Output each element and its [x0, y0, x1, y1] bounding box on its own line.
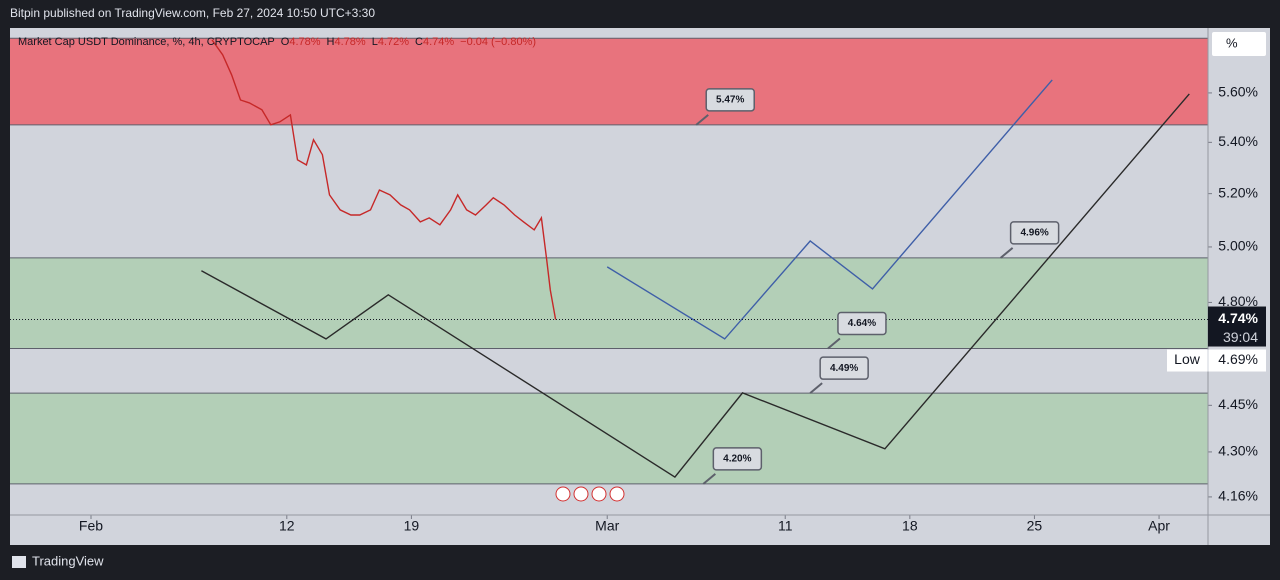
zone — [10, 257, 1208, 349]
annotation-pointer — [695, 114, 709, 126]
ohlc-key: L — [372, 36, 378, 48]
annotation-pointer — [702, 473, 716, 485]
annotation-label: 4.20% — [723, 454, 751, 465]
zone — [10, 393, 1208, 484]
annotation-pointer — [827, 337, 841, 350]
annotation: 4.96% — [999, 221, 1060, 259]
annotation: 5.47% — [695, 88, 755, 126]
annotation: 4.20% — [702, 447, 763, 485]
legend-change: −0.04 (−0.80%) — [460, 36, 536, 48]
ohlc-value: 4.78% — [289, 36, 320, 48]
event-icons — [555, 486, 625, 502]
x-tick-label: 12 — [279, 518, 295, 534]
annotation-pointer — [809, 382, 823, 394]
annotation: 4.49% — [809, 356, 869, 394]
x-tick-label: Mar — [595, 518, 619, 534]
ohlc-key: C — [415, 36, 423, 48]
ohlc-key: H — [327, 36, 335, 48]
ohlc-value: 4.78% — [334, 36, 365, 48]
x-tick-label: Apr — [1148, 518, 1170, 534]
annotation-label: 4.96% — [1020, 228, 1048, 239]
ohlc-value: 4.72% — [378, 36, 409, 48]
last-price-box — [1208, 306, 1266, 347]
ohlc-value: 4.74% — [423, 36, 454, 48]
x-tick-label: 25 — [1027, 518, 1043, 534]
annotation-box — [837, 311, 887, 336]
ohlc-key: O — [281, 36, 290, 48]
x-tick-label: 11 — [778, 518, 793, 534]
legend-title: Market Cap USDT Dominance, %, 4h, CRYPTO… — [18, 36, 275, 48]
y-tick-label: 4.16% — [1218, 488, 1258, 504]
countdown: 39:04 — [1223, 329, 1258, 345]
low-name: Low — [1174, 351, 1201, 367]
series-line — [211, 39, 557, 320]
annotation-pointer — [999, 247, 1014, 259]
x-tick-label: Feb — [79, 518, 103, 534]
annotation-box — [705, 88, 755, 112]
footer: TradingView — [32, 553, 104, 568]
annotation-box — [712, 447, 763, 471]
scale-unit-box — [1212, 32, 1266, 56]
annotation-label: 4.64% — [848, 318, 876, 329]
y-tick-label: 5.60% — [1218, 84, 1258, 100]
x-tick-label: 18 — [902, 518, 918, 534]
y-tick-label: 5.20% — [1218, 184, 1258, 200]
y-tick-label: 5.00% — [1218, 238, 1258, 254]
header: Bitpin published on TradingView.com, Feb… — [10, 6, 375, 20]
annotation-label: 4.49% — [830, 363, 858, 374]
x-tick-label: 19 — [404, 518, 420, 534]
low-box — [1167, 349, 1266, 372]
series-line — [606, 79, 1053, 340]
annotation-label: 5.47% — [716, 94, 744, 105]
scale-unit: % — [1226, 35, 1238, 50]
y-tick-label: 4.45% — [1218, 396, 1258, 412]
low-label: 4.69% — [1218, 351, 1258, 367]
annotation: 4.64% — [827, 311, 887, 350]
y-tick-label: 4.30% — [1218, 443, 1258, 459]
legend: Market Cap USDT Dominance, %, 4h, CRYPTO… — [18, 36, 536, 48]
last-price-label: 4.74% — [1218, 310, 1258, 326]
y-tick-label: 4.80% — [1218, 293, 1258, 309]
annotation-box — [819, 356, 869, 380]
y-tick-label: 5.40% — [1218, 133, 1258, 149]
zone — [10, 38, 1208, 125]
series-line — [201, 93, 1190, 479]
footer-logo — [12, 556, 26, 568]
annotation-box — [1009, 221, 1060, 245]
